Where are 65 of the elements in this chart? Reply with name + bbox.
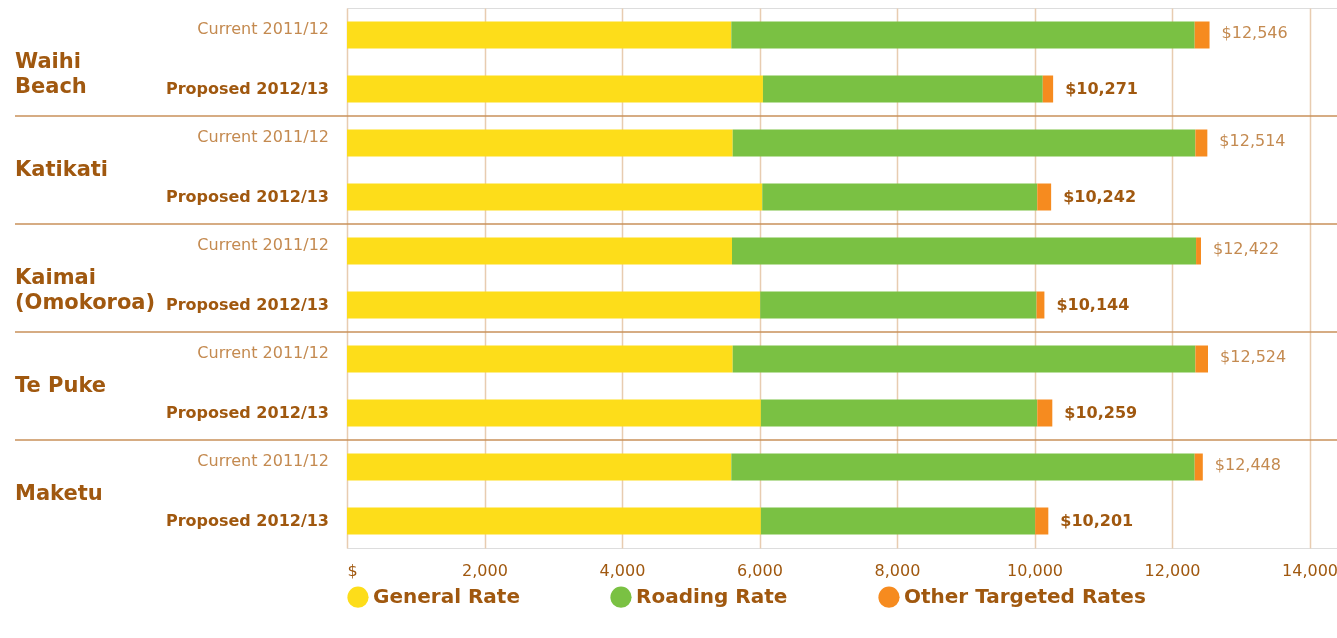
bar bbox=[760, 291, 1037, 319]
bar bbox=[732, 129, 1196, 157]
y-tick-label: Current 2011/12 bbox=[197, 19, 329, 38]
text: Maketu bbox=[15, 481, 103, 505]
bar bbox=[1194, 453, 1203, 481]
bar bbox=[1195, 345, 1209, 373]
total-label: $12,546 bbox=[1221, 23, 1288, 42]
total-label: $12,448 bbox=[1214, 455, 1281, 474]
total-label: $12,524 bbox=[1220, 347, 1287, 366]
bar bbox=[347, 507, 761, 535]
x-tick-label: 14,000 bbox=[1282, 560, 1337, 580]
bar bbox=[760, 399, 1038, 427]
bar bbox=[1042, 75, 1054, 103]
y-tick-label: Current 2011/12 bbox=[197, 127, 329, 146]
bar bbox=[347, 345, 733, 373]
x-tick-label: 8,000 bbox=[874, 560, 921, 580]
x-tick-label: 10,000 bbox=[1007, 560, 1063, 580]
legend-label: Other Targeted Rates bbox=[904, 584, 1146, 609]
y-tick-label: Proposed 2012/13 bbox=[165, 295, 329, 314]
bar bbox=[347, 399, 761, 427]
bar bbox=[731, 453, 1195, 481]
y-tick-label: Current 2011/12 bbox=[197, 343, 329, 362]
bar bbox=[732, 345, 1196, 373]
y-tick-label: Proposed 2012/13 bbox=[165, 403, 329, 422]
x-tick-label: $ bbox=[347, 560, 358, 580]
text: Te Puke bbox=[15, 373, 107, 397]
x-tick-label: 4,000 bbox=[599, 560, 646, 580]
total-label: $12,422 bbox=[1213, 239, 1280, 258]
bar bbox=[1035, 507, 1049, 535]
y-tick-label: Current 2011/12 bbox=[197, 235, 329, 254]
bar bbox=[760, 507, 1036, 535]
x-tick-label: 6,000 bbox=[737, 560, 783, 580]
total-label: $10,259 bbox=[1064, 403, 1138, 422]
total-label: $10,242 bbox=[1063, 187, 1137, 206]
total-label: $12,514 bbox=[1219, 131, 1286, 150]
bar bbox=[347, 291, 761, 319]
bar bbox=[1037, 183, 1052, 211]
bar bbox=[347, 129, 733, 157]
y-tick-label: Proposed 2012/13 bbox=[165, 511, 329, 530]
bar bbox=[1194, 21, 1210, 49]
bar bbox=[1196, 237, 1202, 265]
legend-label: Roading Rate bbox=[636, 584, 788, 609]
text: Katikati bbox=[15, 157, 109, 181]
bar bbox=[731, 21, 1195, 49]
total-label: $10,144 bbox=[1056, 295, 1130, 314]
y-tick-label: Current 2011/12 bbox=[197, 451, 329, 470]
total-label: $10,271 bbox=[1065, 79, 1139, 98]
x-tick-label: 12,000 bbox=[1144, 560, 1201, 580]
bar bbox=[347, 237, 732, 265]
legend-label: General Rate bbox=[373, 584, 520, 609]
bar bbox=[732, 237, 1197, 265]
bar bbox=[347, 183, 763, 211]
y-tick-label: Proposed 2012/13 bbox=[165, 79, 329, 98]
total-label: $10,201 bbox=[1060, 511, 1134, 530]
bar bbox=[347, 75, 763, 103]
text: Waihi Beach bbox=[15, 49, 87, 98]
x-tick-label: 2,000 bbox=[462, 560, 508, 580]
bar bbox=[1195, 129, 1208, 157]
bar bbox=[347, 453, 732, 481]
bar bbox=[347, 21, 732, 49]
bar bbox=[762, 183, 1038, 211]
y-tick-label: Proposed 2012/13 bbox=[165, 187, 329, 206]
bar bbox=[1037, 399, 1053, 427]
text: Kaimai (Omokoroa) bbox=[15, 265, 156, 314]
bar bbox=[762, 75, 1043, 103]
